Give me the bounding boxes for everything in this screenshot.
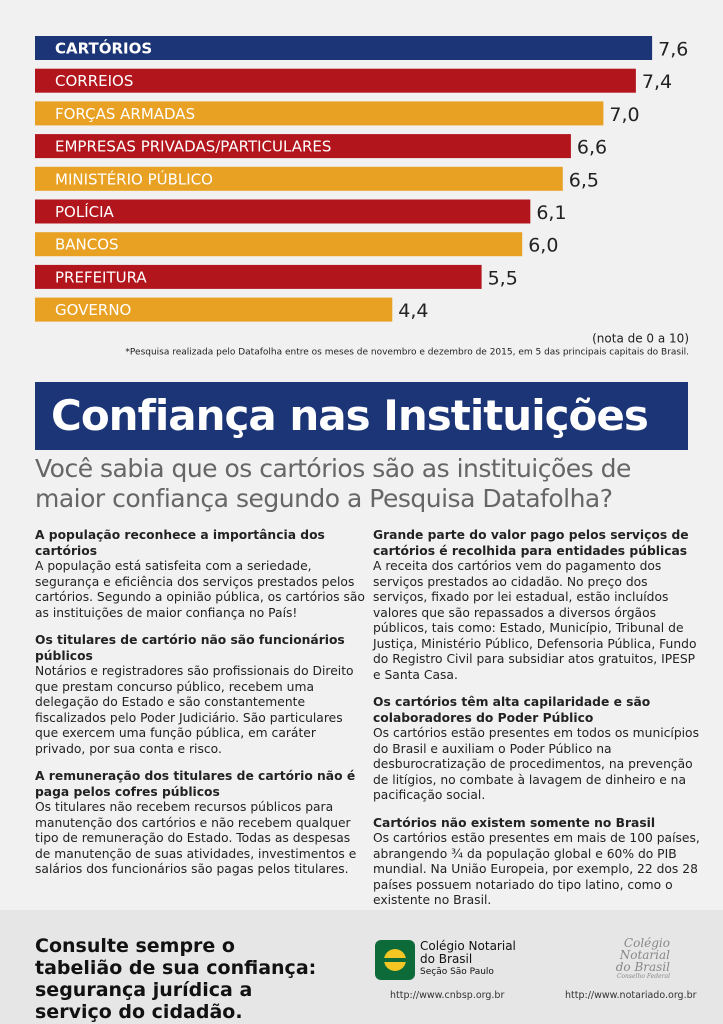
logo-text: Seção São Paulo: [420, 967, 494, 977]
bar: [35, 232, 523, 257]
bar: [35, 166, 563, 191]
bar: [35, 101, 604, 126]
section-heading: Os cartórios têm alta capilaridade e são…: [373, 695, 651, 725]
bar-label: GOVERNO: [55, 301, 131, 319]
bar-label: CARTÓRIOS: [55, 39, 152, 58]
scale-note: (nota de 0 a 10): [592, 332, 689, 346]
bar: [35, 264, 482, 289]
logo-text: Colégio: [623, 936, 670, 950]
section-heading: Cartórios não existem somente no Brasil: [373, 815, 656, 830]
section-text: Notários e registradores são profissiona…: [35, 664, 354, 756]
bar-label: EMPRESAS PRIVADAS/PARTICULARES: [55, 138, 331, 156]
value-label: 4,4: [398, 300, 428, 322]
slogan: Consulte sempre o tabelião de sua confia…: [35, 935, 317, 1023]
section-text: Os cartórios estão presentes em todos os…: [373, 726, 699, 802]
title: Confiança nas Instituições: [35, 382, 688, 450]
value-label: 7,6: [658, 39, 688, 61]
bar-label: BANCOS: [55, 236, 119, 254]
column: Grande parte do valor pago pelos serviço…: [373, 528, 703, 921]
section-text: Os titulares não recebem recursos públic…: [35, 800, 357, 876]
logo1: Colégio Notarial do Brasil Seção São Pau…: [420, 940, 516, 979]
value-label: 5,5: [488, 267, 518, 289]
section-heading: Os titulares de cartório não são funcion…: [35, 633, 345, 663]
subtitle: Você sabia que os cartórios são as insti…: [35, 454, 631, 513]
section-text: A receita dos cartórios vem do pagamento…: [373, 559, 697, 682]
bar-label: POLÍCIA: [55, 202, 115, 221]
section-heading: A população reconhece a importância dos …: [35, 528, 325, 558]
bar: [35, 134, 571, 159]
bar: [35, 36, 653, 60]
bar-label: CORREIOS: [55, 72, 133, 90]
chart: (nota de 0 a 10) *Pesquisa realizada pel…: [35, 36, 689, 358]
footer: Consulte sempre o tabelião de sua confia…: [0, 910, 723, 1024]
value-label: 6,1: [536, 202, 566, 224]
section-heading: Grande parte do valor pago pelos serviço…: [373, 528, 689, 558]
footnote: *Pesquisa realizada pelo Datafolha entre…: [125, 348, 689, 358]
value-label: 6,5: [569, 169, 599, 191]
logo-text: Notarial: [619, 948, 670, 962]
logo-text: do Brasil: [420, 952, 473, 966]
section-text: A população está satisfeita com a seried…: [35, 559, 365, 620]
logo-text: do Brasil: [615, 960, 670, 974]
url: http://www.notariado.org.br: [565, 990, 697, 1001]
logo2: Colégio Notarial do Brasil Conselho Fede…: [590, 937, 670, 981]
logo-icon: [375, 940, 415, 980]
logo-text: Colégio Notarial: [420, 939, 516, 953]
bar: [35, 68, 636, 93]
value-label: 6,6: [577, 137, 607, 159]
column: A população reconhece a importância dos …: [35, 528, 365, 890]
url: http://www.cnbsp.org.br: [390, 990, 505, 1001]
bar-label: FORÇAS ARMADAS: [55, 105, 195, 123]
section-text: Os cartórios estão presentes em mais de …: [373, 831, 700, 907]
value-label: 7,0: [609, 104, 639, 126]
section-heading: A remuneração dos titulares de cartório …: [35, 769, 356, 799]
value-label: 7,4: [642, 71, 672, 93]
bar: [35, 297, 393, 322]
bar: [35, 199, 531, 224]
bar-label: MINISTÉRIO PÚBLICO: [55, 169, 213, 188]
logo-text: Conselho Federal: [616, 973, 670, 980]
value-label: 6,0: [528, 235, 558, 257]
bar-label: PREFEITURA: [55, 268, 147, 286]
